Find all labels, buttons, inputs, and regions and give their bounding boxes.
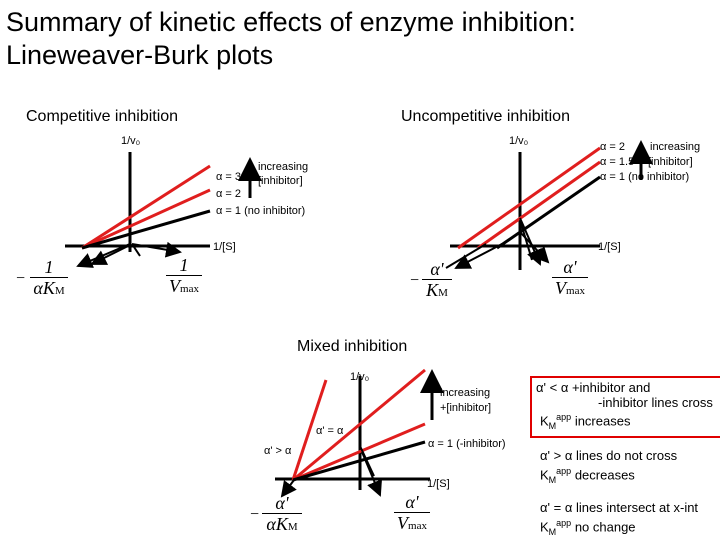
competitive-label-alpha1: α = 1 (no inhibitor)	[216, 205, 306, 217]
uncompetitive-line-alpha15	[477, 160, 601, 250]
uncompetitive-heading: Uncompetitive inhibition	[401, 108, 570, 125]
mixed-line-equal	[292, 368, 426, 482]
competitive-line-alpha3	[81, 164, 211, 250]
mixed-x-axis-label: 1/[S]	[427, 478, 450, 490]
mixed-arrow-label-2: +[inhibitor]	[440, 402, 492, 414]
mixed-y-intercept-fraction: α' Vmax	[394, 493, 430, 535]
mixed-line-no-inhibitor	[292, 440, 426, 482]
page-title: Summary of kinetic effects of enzyme inh…	[6, 7, 576, 70]
competitive-x-intercept-fraction: 1 αKM	[30, 258, 68, 300]
uncompetitive-label-alpha1: α = 1 (no inhibitor)	[600, 171, 690, 183]
mixed-x-intercept-fraction: α' αKM	[262, 494, 302, 536]
note-box-line1: α' < α +inhibitor and	[536, 380, 651, 395]
mixed-heading: Mixed inhibition	[297, 338, 408, 355]
uncompetitive-arrow-label-1: increasing	[650, 141, 701, 153]
uncompetitive-plot	[445, 140, 653, 270]
mixed-label-equal: α' = α	[316, 425, 344, 437]
mixed-line-greater	[291, 379, 328, 481]
competitive-heading: Competitive inhibition	[26, 108, 179, 125]
competitive-x-axis-label: 1/[S]	[213, 241, 236, 253]
note-greater-line2: KMapp decreases	[540, 466, 635, 485]
competitive-line-alpha1	[81, 209, 211, 250]
mixed-y-axis-label: 1/v₀	[350, 371, 370, 383]
competitive-y-intercept-fraction: 1 Vmax	[166, 256, 202, 298]
uncompetitive-y-intercept-fraction: α' Vmax	[552, 258, 588, 300]
note-equal-line1: α' = α lines intersect at x-int	[540, 500, 699, 515]
competitive-label-alpha3: α = 3	[216, 171, 242, 183]
mixed-label-greater: α' > α	[264, 445, 292, 457]
competitive-arrow-label: increasing [inhibitor]	[258, 161, 309, 187]
note-box-line2: -inhibitor lines cross	[598, 395, 713, 410]
competitive-yint-pointer	[131, 241, 182, 258]
competitive-line-alpha2	[81, 188, 211, 250]
mixed-plot	[275, 368, 444, 498]
uncompetitive-arrow-label-2: [inhibitor]	[648, 156, 693, 168]
note-equal-line2: KMapp no change	[540, 518, 636, 537]
note-box-mixed-lesser: α' < α +inhibitor and -inhibitor lines c…	[530, 376, 720, 438]
note-box-line3: KMapp increases	[540, 412, 631, 431]
uncompetitive-x-axis-label: 1/[S]	[598, 241, 621, 253]
competitive-label-alpha2: α = 2	[216, 188, 242, 200]
note-greater-line1: α' > α lines do not cross	[540, 448, 678, 463]
uncompetitive-line-alpha2	[457, 146, 601, 250]
mixed-arrow-label-1: increasing	[440, 387, 491, 399]
mixed-line-lesser	[292, 422, 426, 482]
mixed-label-no-inhibitor: α = 1 (-inhibitor)	[428, 438, 506, 450]
competitive-plot	[65, 152, 262, 268]
competitive-xint-pointer	[90, 245, 129, 265]
uncompetitive-line-alpha1	[496, 175, 601, 250]
uncompetitive-label-alpha15: α = 1.5	[600, 156, 635, 168]
uncompetitive-label-alpha2: α = 2	[600, 141, 626, 153]
uncompetitive-y-axis-label: 1/v₀	[509, 135, 529, 147]
competitive-y-axis-label: 1/v₀	[121, 135, 141, 147]
uncompetitive-x-intercept-fraction: α' KM	[422, 260, 452, 302]
